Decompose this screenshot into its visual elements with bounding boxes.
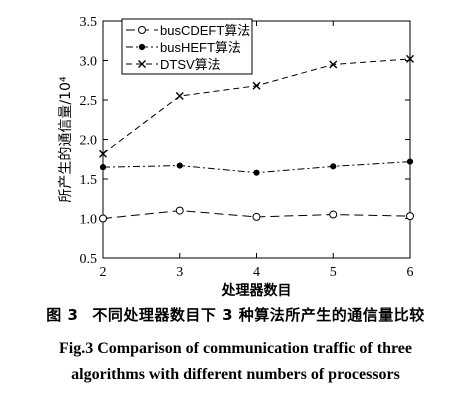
x-axis-label: 处理器数目 bbox=[221, 282, 292, 299]
y-tick-label: 2.0 bbox=[80, 134, 98, 149]
data-point-s2-1 bbox=[99, 164, 107, 171]
y-tick-label: 0.5 bbox=[80, 252, 98, 267]
x-tick-label: 3 bbox=[176, 265, 183, 280]
y-tick-label: 1.5 bbox=[80, 173, 98, 188]
data-point-s1-1 bbox=[99, 214, 107, 223]
legend-marker-3 bbox=[138, 60, 146, 68]
y-tick-label: 3.5 bbox=[80, 15, 98, 30]
y-tick-label: 2.5 bbox=[80, 94, 98, 109]
data-point-s1-4 bbox=[329, 210, 338, 219]
data-point-s1-5 bbox=[406, 212, 414, 221]
figure-caption-chinese-text: 不同处理器数目下 3 种算法所产生的通信量比较 bbox=[92, 306, 425, 324]
legend-marker-2 bbox=[138, 43, 146, 51]
x-tick-label: 5 bbox=[330, 265, 337, 280]
data-point-s3-1 bbox=[99, 149, 107, 158]
figure-caption-english-line1: Fig.3 Comparison of communication traffi… bbox=[59, 340, 412, 357]
legend: busCDEFT算法 busHEFT算法 DTSV算法 bbox=[121, 18, 253, 75]
data-point-s3-5 bbox=[406, 54, 414, 63]
y-axis-label: 所产生的通信量/10⁴ bbox=[58, 76, 74, 203]
data-point-s2-2 bbox=[176, 162, 183, 169]
data-point-s3-4 bbox=[329, 60, 338, 69]
line-chart: 0.5 1.0 1.5 2.0 2.5 3.0 3.5 2 3 4 5 6 处理器数目 所产生的通信量/1… bbox=[58, 15, 414, 299]
figure-caption-english-line2: algorithms with different numbers of pro… bbox=[71, 366, 400, 383]
legend-label-1: busCDEFT算法 bbox=[160, 23, 250, 38]
legend-label-3: DTSV算法 bbox=[160, 57, 221, 72]
figure-caption-chinese: 图 3 不同处理器数目下 3 种算法所产生的通信量比较 bbox=[0, 304, 471, 325]
data-point-s1-2 bbox=[175, 206, 184, 215]
y-tick-label: 1.0 bbox=[80, 213, 98, 228]
data-point-s2-5 bbox=[406, 158, 414, 165]
x-tick-label: 2 bbox=[100, 265, 107, 280]
series-layer bbox=[99, 54, 414, 223]
y-tick-label: 3.0 bbox=[80, 55, 98, 70]
data-point-s2-4 bbox=[330, 163, 337, 170]
data-point-s1-3 bbox=[252, 212, 261, 221]
legend-label-2: busHEFT算法 bbox=[160, 40, 241, 55]
data-point-s3-2 bbox=[175, 92, 184, 101]
x-tick-label: 6 bbox=[407, 265, 414, 280]
data-point-s3-3 bbox=[252, 81, 261, 90]
figure-number: 图 3 bbox=[46, 306, 79, 324]
axes: 0.5 1.0 1.5 2.0 2.5 3.0 3.5 2 3 4 5 6 处理器数目 所产生的通信量/1… bbox=[58, 15, 414, 299]
x-tick-label: 4 bbox=[253, 265, 260, 280]
data-point-s2-3 bbox=[253, 169, 260, 176]
legend-marker-1 bbox=[138, 26, 146, 34]
